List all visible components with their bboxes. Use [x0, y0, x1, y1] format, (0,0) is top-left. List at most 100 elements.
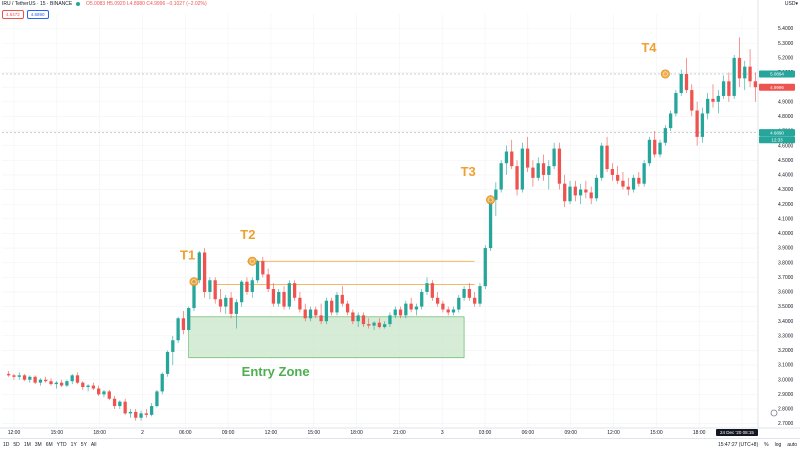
candle	[102, 389, 106, 398]
candle	[59, 379, 64, 388]
candle	[118, 400, 122, 409]
price-axis[interactable]: 5.40005.30005.20005.10005.00004.90004.80…	[757, 0, 795, 428]
x-tick-label: 12:00	[265, 430, 278, 436]
range-all[interactable]: All	[90, 442, 97, 448]
candle	[165, 350, 170, 377]
candle	[176, 316, 180, 344]
candle-body	[255, 261, 260, 281]
candle	[478, 283, 482, 307]
range-1y[interactable]: 1Y	[70, 442, 77, 448]
candle-body	[12, 375, 16, 377]
candle-body	[600, 145, 604, 178]
candle	[49, 378, 53, 386]
clock-display[interactable]: 15:47:27 (UTC+8)	[717, 442, 759, 448]
candle	[563, 174, 567, 208]
y-tick-label: 4.9000	[778, 99, 794, 105]
candle	[335, 291, 339, 316]
candle-body	[218, 299, 223, 307]
candle	[128, 408, 133, 418]
candle	[38, 378, 43, 386]
range-3m[interactable]: 3M	[34, 442, 42, 448]
target-label-t3: T3	[461, 164, 476, 179]
price-tag-bg	[759, 70, 795, 78]
candle	[483, 245, 487, 290]
candle-body	[414, 306, 419, 310]
candle	[75, 372, 80, 385]
log-toggle[interactable]: log	[774, 442, 782, 448]
candle-body	[721, 81, 726, 96]
candle	[330, 297, 334, 316]
candle-body	[483, 248, 487, 287]
range-1m[interactable]: 1M	[23, 442, 31, 448]
candle	[690, 84, 694, 117]
candle-body	[706, 98, 710, 114]
candle-body	[372, 322, 376, 326]
x-tick-label: 12:00	[607, 430, 620, 436]
candle-body	[33, 376, 37, 383]
candle	[28, 375, 32, 383]
candle	[743, 60, 747, 91]
range-5y[interactable]: 5Y	[80, 442, 87, 448]
sell-button[interactable]: 4.6472	[2, 10, 24, 19]
candle-body	[54, 382, 58, 385]
percent-toggle[interactable]: %	[764, 442, 769, 448]
grid-layer	[2, 14, 758, 428]
candle-body	[488, 199, 493, 249]
candle-body	[446, 309, 450, 313]
candle	[409, 297, 413, 313]
time-axis[interactable]: 12:00 15:00 18:00 2 06:00 09:00 12:00 15:00 18:0…	[0, 427, 800, 436]
candle-body	[128, 411, 133, 414]
candle	[504, 145, 509, 175]
target-marker-inner	[249, 258, 255, 264]
candle	[372, 321, 376, 330]
candle-body	[44, 379, 48, 382]
candle-body	[22, 375, 27, 380]
candle-body	[658, 142, 662, 155]
candle-body	[679, 73, 683, 93]
candle-body	[435, 297, 440, 304]
candle-body	[515, 166, 519, 190]
settings-icon	[770, 409, 778, 417]
candle	[351, 309, 355, 325]
range-ytd[interactable]: YTD	[56, 442, 67, 448]
candle	[668, 110, 673, 132]
entry-zone-label: Entry Zone	[242, 364, 310, 379]
candle-body	[467, 289, 472, 298]
symbol-title[interactable]: IRU / TetherUS · 15 · BINANCE	[2, 1, 73, 7]
trade-buttons: 4.6472 4.6890	[2, 10, 49, 19]
candle	[557, 142, 562, 190]
candle-body	[748, 66, 752, 82]
candle	[626, 177, 630, 196]
range-5d[interactable]: 5D	[13, 442, 20, 448]
candle-body	[38, 379, 43, 383]
range-1d[interactable]: 1D	[3, 442, 10, 448]
buy-button[interactable]: 4.6890	[26, 10, 49, 19]
candle	[22, 373, 27, 382]
candle-body	[59, 382, 64, 386]
candle-body	[631, 177, 636, 190]
candle-body	[441, 303, 445, 310]
candle-body	[409, 303, 413, 310]
candle-body	[393, 309, 397, 316]
range-6m[interactable]: 6M	[45, 442, 53, 448]
candle	[33, 375, 37, 385]
candle	[621, 171, 625, 190]
candle	[149, 403, 154, 417]
candle-body	[499, 163, 503, 190]
candle-body	[547, 166, 551, 175]
candle-body	[367, 324, 371, 326]
currency-selector[interactable]: USD▾	[784, 1, 798, 7]
y-tick-label: 2.7000	[778, 421, 794, 427]
y-tick-label: 3.2000	[778, 348, 794, 354]
candle	[435, 291, 440, 307]
auto-toggle[interactable]: auto	[787, 442, 797, 448]
candle	[706, 92, 710, 120]
candle-body	[356, 315, 360, 322]
candle	[240, 280, 244, 307]
price-chart[interactable]: Entry Zone T1 T2 T3 T4 5.4000 5.3000 5.2000 5.…	[0, 0, 800, 438]
candle	[653, 131, 657, 158]
price-tag-label: 4.6890	[770, 130, 784, 135]
candle-body	[578, 189, 583, 196]
target-label-t2: T2	[240, 227, 255, 242]
